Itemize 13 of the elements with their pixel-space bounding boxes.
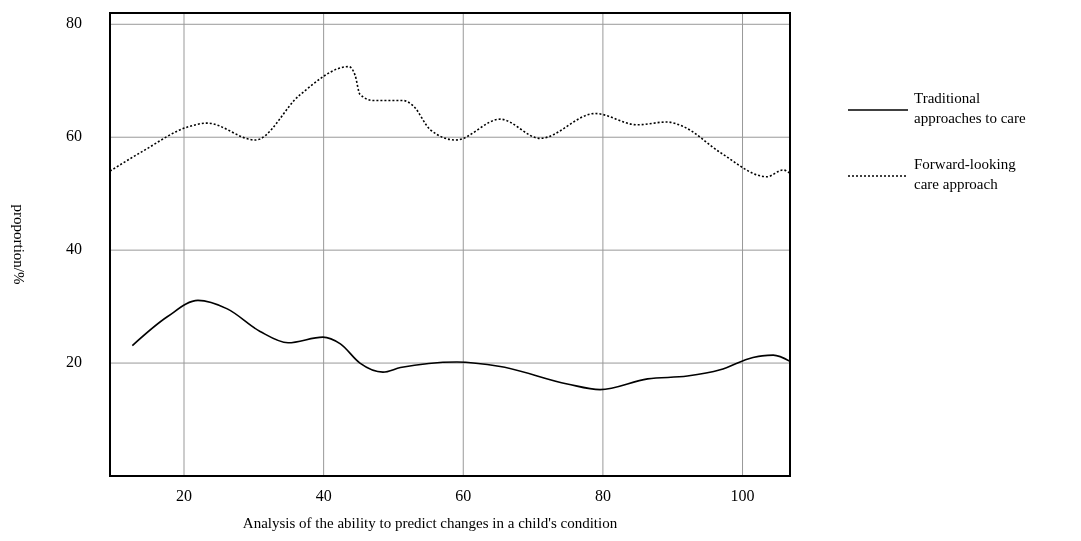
y-tick-label: 80	[66, 13, 82, 31]
x-tick-label: 80	[594, 486, 611, 504]
y-tick-label: 60	[66, 126, 82, 144]
x-tick-label: 40	[315, 486, 332, 504]
x-tick-label: 100	[730, 486, 755, 504]
x-tick-label: 60	[455, 486, 472, 504]
x-tick-label: 20	[176, 486, 192, 504]
legend-label: Forward-looking care approach	[914, 156, 1017, 193]
y-tick-label: 20	[66, 352, 82, 370]
legend-label: Traditional approaches to care	[914, 90, 1026, 127]
y-tick-label: 40	[66, 239, 82, 257]
y-axis-title: proportion/%	[11, 204, 27, 285]
x-axis-title: Analysis of the ability to predict changes in a child's condition	[242, 515, 618, 531]
